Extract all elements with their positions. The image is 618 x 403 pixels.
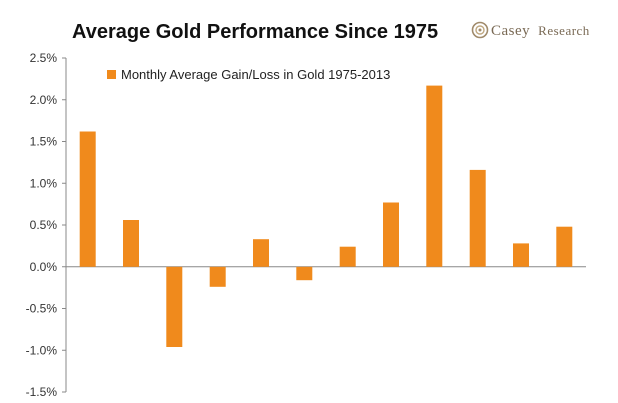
y-tick-label: 0.0% <box>30 260 58 274</box>
legend-swatch <box>107 70 116 79</box>
brand-name-main: Casey <box>491 23 530 39</box>
brand-name-sub: Research <box>538 23 590 38</box>
bar <box>426 85 443 267</box>
bar <box>253 239 269 267</box>
y-tick-label: -1.0% <box>26 343 58 357</box>
bar <box>513 243 529 267</box>
bar <box>166 266 183 347</box>
y-axis-ticks: 2.5% 2.0% 1.5% 1.0% 0.5% 0.0% -0.5% -1.0% -1.5% <box>26 51 66 399</box>
y-tick-label: 2.5% <box>30 51 58 65</box>
bar <box>339 246 356 267</box>
y-tick-label: 0.5% <box>30 218 58 232</box>
bar <box>123 220 139 267</box>
y-tick-label: 2.0% <box>30 93 58 107</box>
legend-label: Monthly Average Gain/Loss in Gold 1975-2… <box>121 67 390 82</box>
y-tick-label: 1.0% <box>30 176 58 190</box>
brand-name: Casey Research <box>491 22 590 39</box>
casey-research-logo: Casey Research <box>471 21 590 39</box>
bar <box>296 266 313 281</box>
bar <box>79 131 96 267</box>
y-tick-label: -0.5% <box>26 302 58 316</box>
bar <box>209 266 226 287</box>
y-tick-label: 1.5% <box>30 135 58 149</box>
legend: Monthly Average Gain/Loss in Gold 1975-2… <box>107 67 390 82</box>
y-tick-label: -1.5% <box>26 385 58 399</box>
bar <box>556 226 573 267</box>
bar <box>469 169 486 267</box>
casey-research-logo-icon <box>471 21 489 39</box>
chart-title: Average Gold Performance Since 1975 <box>72 21 438 43</box>
bar <box>383 202 399 267</box>
bar-series <box>79 85 573 347</box>
